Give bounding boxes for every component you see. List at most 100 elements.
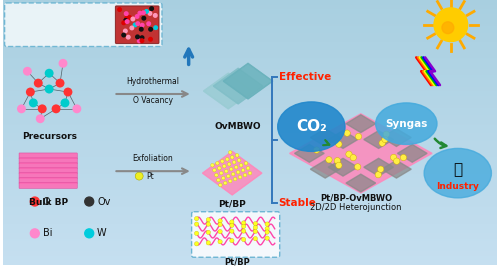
Bar	[2, 229, 498, 230]
Bar	[2, 11, 498, 12]
Bar	[2, 230, 498, 232]
Bar	[2, 237, 498, 239]
Circle shape	[236, 154, 239, 157]
Bar	[2, 157, 498, 158]
Circle shape	[238, 175, 242, 179]
Bar	[2, 201, 498, 202]
Bar	[2, 176, 498, 177]
Bar	[2, 259, 498, 260]
Circle shape	[29, 98, 38, 107]
Bar	[2, 54, 498, 55]
Bar	[2, 74, 498, 75]
Polygon shape	[364, 158, 394, 176]
Circle shape	[336, 162, 342, 169]
Bar	[2, 253, 498, 254]
Bar	[2, 46, 498, 47]
Bar	[2, 10, 498, 11]
Circle shape	[265, 222, 270, 226]
FancyBboxPatch shape	[19, 178, 78, 183]
Bar	[2, 205, 498, 206]
Bar	[2, 100, 498, 101]
Polygon shape	[294, 144, 324, 162]
Circle shape	[244, 162, 248, 165]
Bar	[2, 110, 498, 111]
Text: Hydrothermal: Hydrothermal	[126, 77, 180, 86]
Bar	[2, 250, 498, 251]
Bar	[2, 35, 498, 36]
Bar	[2, 40, 498, 42]
Circle shape	[147, 22, 150, 25]
Polygon shape	[204, 73, 253, 109]
Circle shape	[222, 176, 225, 180]
Text: Pt: Pt	[146, 172, 154, 181]
Bar	[2, 247, 498, 248]
Circle shape	[52, 104, 60, 113]
Circle shape	[354, 164, 361, 170]
Circle shape	[140, 39, 143, 43]
Bar	[2, 174, 498, 175]
Bar	[2, 70, 498, 71]
Bar	[2, 111, 498, 112]
Bar	[2, 213, 498, 214]
Bar	[2, 181, 498, 182]
Bar	[2, 192, 498, 193]
Circle shape	[218, 222, 222, 227]
Bar	[2, 0, 498, 1]
Bar	[2, 158, 498, 159]
Circle shape	[58, 59, 68, 68]
Circle shape	[130, 26, 134, 30]
Bar	[2, 12, 498, 13]
Bar	[2, 15, 498, 16]
Text: Exfoliation: Exfoliation	[132, 154, 173, 163]
Text: 2D/2D Heterojunction: 2D/2D Heterojunction	[310, 203, 402, 212]
Bar	[2, 261, 498, 262]
Circle shape	[26, 88, 35, 96]
Circle shape	[142, 11, 145, 14]
Bar	[2, 218, 498, 219]
Circle shape	[334, 158, 340, 164]
Polygon shape	[214, 68, 263, 104]
Bar	[2, 60, 498, 61]
Bar	[2, 72, 498, 73]
Circle shape	[230, 223, 234, 228]
Bar	[2, 43, 498, 44]
Bar	[2, 178, 498, 179]
Circle shape	[226, 158, 229, 161]
Bar	[2, 128, 498, 129]
Bar	[2, 18, 498, 19]
Circle shape	[230, 168, 233, 171]
Circle shape	[394, 158, 400, 164]
Bar	[2, 185, 498, 186]
Bar	[2, 7, 498, 8]
Polygon shape	[346, 174, 376, 192]
Polygon shape	[328, 131, 358, 148]
Bar	[2, 119, 498, 120]
Bar	[2, 242, 498, 243]
Bar	[2, 33, 498, 34]
Bar	[2, 22, 498, 23]
Polygon shape	[290, 114, 432, 193]
Polygon shape	[382, 160, 412, 178]
Circle shape	[142, 16, 146, 20]
Bar	[2, 142, 498, 143]
Circle shape	[350, 154, 356, 161]
Bar	[2, 38, 498, 39]
FancyBboxPatch shape	[19, 158, 78, 164]
Bar	[2, 108, 498, 109]
Bar	[2, 248, 498, 249]
Bar	[2, 245, 498, 246]
Bar	[2, 236, 498, 237]
Bar	[2, 188, 498, 189]
Bar	[2, 202, 498, 203]
Bar	[2, 85, 498, 86]
Bar	[2, 113, 498, 114]
Circle shape	[206, 218, 210, 222]
Circle shape	[124, 29, 127, 33]
Bar	[2, 123, 498, 124]
Bar	[2, 214, 498, 215]
Text: Pt/BP: Pt/BP	[218, 200, 246, 209]
Bar	[2, 168, 498, 169]
Bar	[2, 186, 498, 187]
Circle shape	[216, 178, 220, 182]
Bar	[2, 159, 498, 160]
